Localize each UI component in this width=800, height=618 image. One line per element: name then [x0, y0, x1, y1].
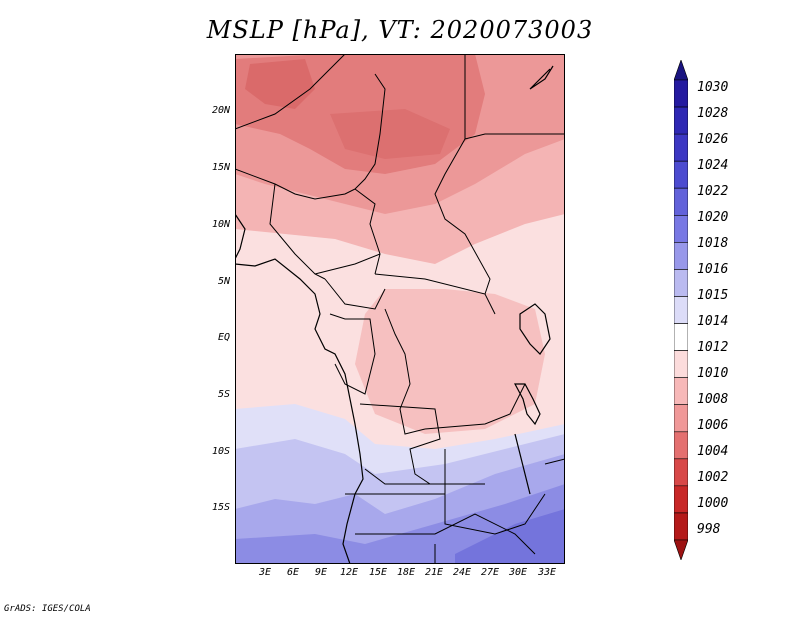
colorbar-segment [674, 485, 688, 514]
colorbar-segment [674, 187, 688, 216]
colorbar-segment [674, 133, 688, 162]
colorbar-label-1006: 1006 [697, 418, 729, 433]
colorbar-label-1022: 1022 [697, 184, 729, 199]
field-1010-center [355, 289, 545, 434]
colorbar-label-1002: 1002 [697, 470, 729, 485]
map-frame [235, 54, 565, 564]
colorbar-label-1012: 1012 [697, 340, 729, 355]
mslp-map [235, 54, 565, 564]
colorbar-label-1028: 1028 [697, 106, 729, 121]
lon-label-9e: 9E [314, 567, 328, 578]
lat-label-5s: 5S [217, 389, 230, 400]
colorbar-segment [674, 350, 688, 378]
colorbar-segment [674, 60, 688, 81]
colorbar-label-1008: 1008 [697, 392, 729, 407]
field-1004 [245, 59, 315, 109]
colorbar-segment [674, 214, 688, 243]
field-1004b [330, 109, 450, 159]
colorbar-segment [674, 296, 688, 324]
colorbar-label-1030: 1030 [697, 80, 729, 95]
colorbar [674, 60, 688, 560]
colorbar-label-1026: 1026 [697, 132, 729, 147]
map-title: MSLP [hPa], VT: 2020073003 [206, 16, 594, 44]
colorbar-segment [674, 458, 688, 487]
colorbar-segment [674, 160, 688, 189]
lon-label-18e: 18E [396, 567, 416, 578]
colorbar-label-1014: 1014 [697, 314, 729, 329]
grads-credit: GrADS: IGES/COLA [4, 604, 91, 614]
colorbar-segment [674, 431, 688, 460]
colorbar-segment [674, 323, 688, 351]
lon-label-12e: 12E [339, 567, 359, 578]
colorbar-label-1004: 1004 [697, 444, 729, 459]
colorbar-segment [674, 242, 688, 270]
colorbar-label-1016: 1016 [697, 262, 729, 277]
coastline [235, 65, 554, 564]
lon-label-33e: 33E [537, 567, 557, 578]
lat-label-eq: EQ [217, 332, 230, 343]
lon-label-15e: 15E [368, 567, 388, 578]
lon-label-21e: 21E [424, 567, 444, 578]
field-1022 [455, 509, 565, 564]
colorbar-label-1015: 1015 [697, 288, 729, 303]
colorbar-segment [674, 404, 688, 433]
colorbar-segment [674, 106, 688, 135]
colorbar-segments [674, 60, 688, 560]
colorbar-label-1018: 1018 [697, 236, 729, 251]
lon-label-3e: 3E [258, 567, 272, 578]
lat-label-20n: 20N [211, 105, 230, 116]
colorbar-segment [674, 377, 688, 406]
colorbar-label-1010: 1010 [697, 366, 729, 381]
lat-label-15s: 15S [211, 502, 230, 513]
lat-label-10s: 10S [211, 446, 230, 457]
lon-label-24e: 24E [452, 567, 472, 578]
colorbar-segment [674, 79, 688, 108]
colorbar-label-1000: 1000 [697, 496, 729, 511]
lat-label-15n: 15N [211, 162, 230, 173]
colorbar-segment [674, 539, 688, 560]
colorbar-label-1024: 1024 [697, 158, 729, 173]
lat-label-10n: 10N [211, 219, 230, 230]
colorbar-label-1020: 1020 [697, 210, 729, 225]
colorbar-label-998: 998 [697, 522, 721, 537]
colorbar-segment [674, 269, 688, 297]
country-borders [235, 54, 565, 564]
lon-label-6e: 6E [286, 567, 300, 578]
lon-label-27e: 27E [480, 567, 500, 578]
colorbar-segment [674, 512, 688, 541]
lat-label-5n: 5N [217, 276, 230, 287]
lon-label-30e: 30E [508, 567, 528, 578]
